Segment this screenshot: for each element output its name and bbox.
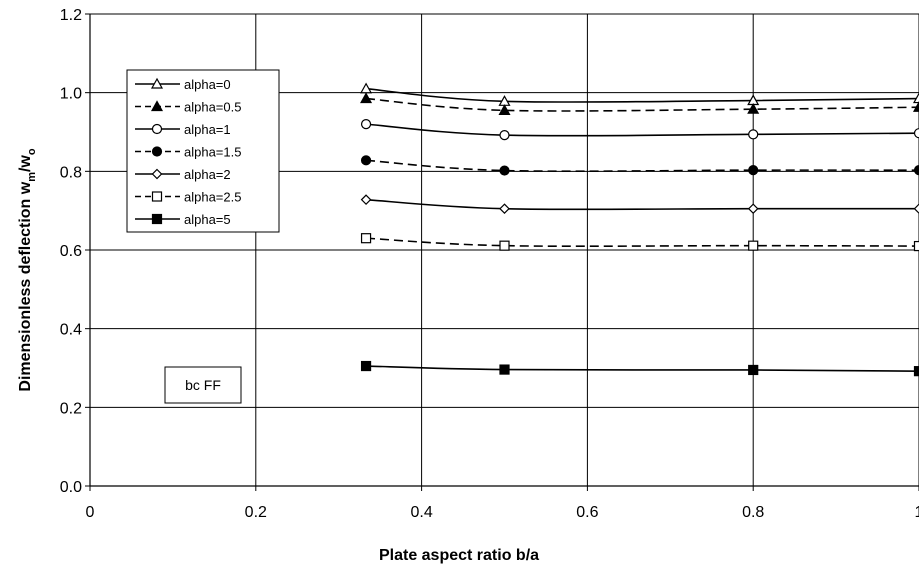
- y-tick-label: 0.4: [60, 322, 82, 339]
- data-point: [913, 366, 919, 377]
- series-line: [366, 237, 919, 248]
- series-line: [365, 87, 919, 103]
- data-point: [360, 92, 373, 104]
- tick-labels: 0.0 0.2 0.4 0.6 0.8 1.0 1.2 0 0.2 0.4 0.6 0.8 1: [60, 7, 919, 521]
- data-point: [360, 119, 372, 130]
- data-point: [499, 203, 510, 215]
- x-axis-title: Plate aspect ratio b/a: [379, 547, 539, 564]
- data-point: [360, 194, 372, 206]
- y-tick-label: 1.2: [60, 7, 82, 24]
- series-alpha=0.5: [360, 92, 919, 115]
- series-line: [366, 198, 919, 211]
- y-tick-label: 0.0: [60, 479, 82, 496]
- legend-label: alpha=1.5: [184, 145, 241, 160]
- series-layer: [360, 82, 919, 377]
- legend-marker: [151, 123, 163, 135]
- legend: alpha=0 alpha=0.5 alpha=1 alpha=1.5 alpha=2 a…: [126, 69, 280, 233]
- y-axis-title-mid: /w: [17, 155, 34, 172]
- data-point: [748, 165, 759, 176]
- legend-item: alpha=0: [135, 77, 231, 92]
- annotation-frame: [164, 366, 242, 404]
- series-line: [366, 365, 919, 372]
- data-point: [912, 92, 919, 104]
- data-point: [747, 203, 759, 215]
- legend-marker: [151, 146, 163, 157]
- data-point: [913, 165, 919, 176]
- series-alpha=5: [360, 360, 919, 377]
- annotation-box: bc FF: [164, 366, 242, 404]
- legend-item: alpha=5: [135, 212, 231, 227]
- x-tick-label: 0: [86, 504, 95, 521]
- data-point: [499, 165, 510, 176]
- series-line: [365, 159, 919, 172]
- y-axis-title: Dimensionless deflection wm/wo: [17, 148, 38, 392]
- legend-label: alpha=5: [184, 212, 231, 227]
- annotation-text: bc FF: [185, 377, 221, 393]
- data-point: [913, 128, 919, 139]
- x-tick-label: 0.4: [410, 504, 432, 521]
- data-point: [360, 155, 372, 166]
- legend-label: alpha=2.5: [184, 190, 241, 205]
- data-point: [360, 360, 372, 372]
- data-point: [748, 364, 759, 376]
- legend-item: alpha=1: [135, 122, 231, 137]
- legend-item: alpha=0.5: [135, 100, 241, 115]
- legend-label: alpha=2: [184, 167, 231, 182]
- y-tick-label: 0.2: [60, 400, 82, 417]
- legend-marker: [151, 213, 163, 225]
- series-alpha=2.5: [360, 233, 919, 252]
- series-alpha=1: [360, 119, 919, 141]
- data-point: [747, 102, 760, 114]
- x-tick-label: 0.6: [576, 504, 598, 521]
- data-point: [912, 100, 919, 112]
- data-point: [913, 203, 919, 215]
- y-tick-label: 0.6: [60, 243, 82, 260]
- data-point: [360, 233, 372, 244]
- data-point: [748, 129, 759, 140]
- legend-marker: [150, 77, 164, 89]
- data-point: [748, 240, 759, 251]
- legend-label: alpha=1: [184, 122, 231, 137]
- y-axis-title-main: Dimensionless deflection w: [17, 181, 34, 391]
- series-alpha=1.5: [360, 155, 919, 176]
- x-tick-label: 0.8: [742, 504, 764, 521]
- legend-marker: [150, 100, 164, 112]
- y-tick-label: 0.8: [60, 164, 82, 181]
- y-axis-title-sub-o: o: [26, 148, 38, 155]
- legend-marker: [151, 191, 163, 202]
- legend-item: alpha=2: [135, 167, 231, 182]
- legend-item: alpha=2.5: [135, 190, 241, 205]
- series-alpha=2: [360, 194, 919, 215]
- data-point: [499, 240, 510, 251]
- legend-label: alpha=0.5: [184, 100, 241, 115]
- y-tick-label: 1.0: [60, 86, 82, 103]
- x-tick-label: 0.2: [245, 504, 267, 521]
- y-axis-title-sub-m: m: [26, 172, 38, 182]
- data-point: [499, 364, 510, 375]
- series-line: [365, 123, 919, 137]
- data-point: [498, 104, 511, 115]
- legend-marker: [151, 168, 163, 180]
- legend-item: alpha=1.5: [135, 145, 241, 160]
- series-line: [365, 97, 919, 112]
- x-tick-label: 1: [915, 504, 919, 521]
- data-point: [499, 130, 510, 141]
- axes: [85, 13, 919, 491]
- data-point: [913, 240, 919, 252]
- legend-label: alpha=0: [184, 77, 231, 92]
